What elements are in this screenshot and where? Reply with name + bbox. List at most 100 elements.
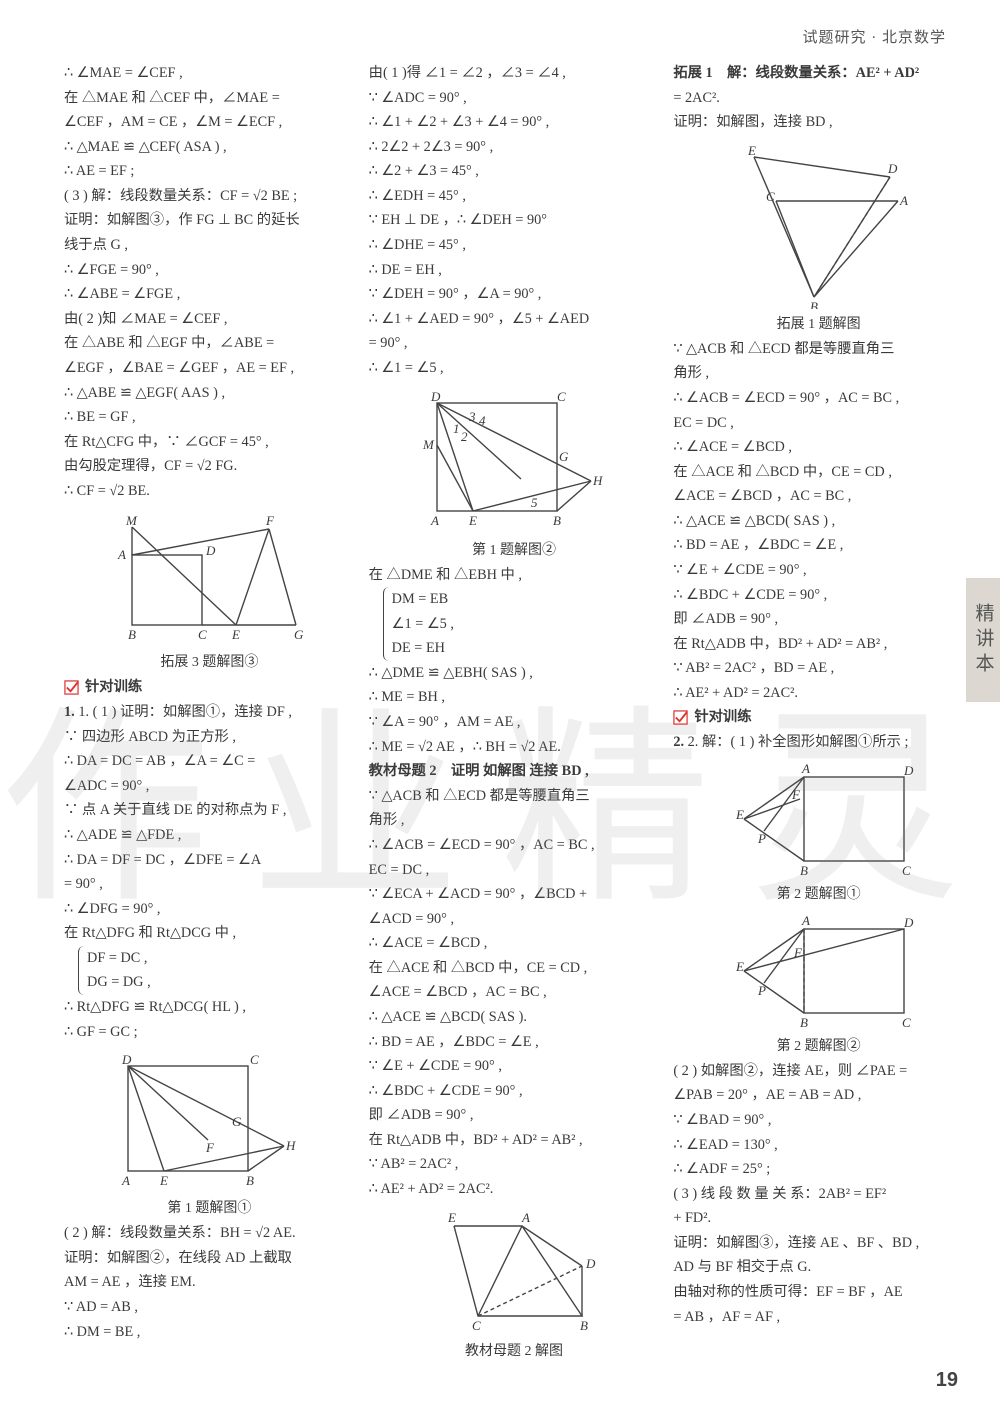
svg-text:5: 5 [531,495,538,510]
text-line: ∵ ∠DEH = 90° ，∠A = 90° , [369,282,660,307]
text-line: ∴ Rt△DFG ≌ Rt△DCG( HL ) , [64,995,355,1020]
text-line: ∴ CF = √2 BE. [64,479,355,504]
brace-group: DF = DC , DG = DG , [78,946,355,995]
text-line: ∴ ME = √2 AE ，∴ BH = √2 AE. [369,735,660,760]
figure-q2-1: A D F E P B C [714,759,924,879]
svg-text:M: M [422,437,435,452]
column-3: 拓展 1 解：线段数量关系：AE² + AD² = 2AC². 证明：如解图，连… [673,61,964,1364]
text-line: ∴ △ACE ≌ △BCD( SAS ) , [673,509,964,534]
svg-text:E: E [159,1173,168,1188]
svg-text:P: P [757,983,766,998]
text-line: ∠PAB = 20° ，AE = AB = AD , [673,1083,964,1108]
svg-text:C: C [902,1015,911,1030]
svg-text:B: B [128,627,136,642]
text-line: 角形 , [369,808,660,833]
text-line: ∴ AE = EF ; [64,159,355,184]
page: 试题研究 · 北京数学 作业精灵 精讲本 ∴ ∠MAE = ∠CEF , 在 △… [0,0,1000,1412]
svg-text:F: F [793,945,803,960]
svg-text:G: G [232,1114,242,1129]
svg-text:B: B [246,1173,254,1188]
svg-text:P: P [757,831,766,846]
text-line: ∴ △ACE ≌ △BCD( SAS ). [369,1005,660,1030]
svg-text:C: C [557,389,566,404]
text-line: 即 ∠ADB = 90° , [673,607,964,632]
text-span: 2. 解：( 1 ) 补全图形如解图①所示 ; [688,734,909,750]
text-line: 1. 1. ( 1 ) 证明：如解图①，连接 DF , [64,700,355,725]
text-line: ( 3 ) 解：线段数量关系：CF = √2 BE ; [64,184,355,209]
text-line: 证明：如解图，连接 BD , [673,110,964,135]
svg-text:D: D [903,915,914,930]
text-line: ∴ ∠ACB = ∠ECD = 90° ，AC = BC , [369,833,660,858]
section-label: 针对训练 [694,705,751,730]
text-line: ∵ ∠ECA + ∠ACD = 90° ，∠BCD + [369,882,660,907]
svg-text:E: E [735,959,744,974]
text-line: 证明：如解图③，作 FG ⊥ BC 的延长 [64,208,355,233]
text-line: = 90° , [64,872,355,897]
text-line: ∴ ∠1 + ∠2 + ∠3 + ∠4 = 90° , [369,110,660,135]
svg-text:G: G [559,449,569,464]
text-line: ∠ACD = 90° , [369,907,660,932]
figure-caption: 第 1 题解图① [64,1197,355,1221]
text-line: 在 Rt△ADB 中，BD² + AD² = AB² , [673,632,964,657]
text-line: EC = DC , [673,411,964,436]
text-line: ∴ ∠ADF = 25° ; [673,1157,964,1182]
text-line: ∴ ∠BDC + ∠CDE = 90° , [673,583,964,608]
text-line: ∴ BD = AE ，∠BDC = ∠E , [673,533,964,558]
svg-text:E: E [447,1210,456,1225]
text-line: ∴ ∠1 + ∠AED = 90° ，∠5 + ∠AED [369,307,660,332]
text-line: ∴ ∠ACB = ∠ECD = 90° ，AC = BC , [673,386,964,411]
text-line: ∵ △ACB 和 △ECD 都是等腰直角三 [369,784,660,809]
text-line: ∵ ∠ADC = 90° , [369,86,660,111]
brace-group: DM = EB ∠1 = ∠5 , DE = EH [383,587,660,661]
text-line: ∴ AE² + AD² = 2AC². [369,1177,660,1202]
text-line: ∴ ∠MAE = ∠CEF , [64,61,355,86]
figure-tuozhan3-3: M F A D B C E G [104,507,314,647]
svg-text:4: 4 [479,413,486,428]
figure-caption: 教材母题 2 解图 [369,1340,660,1364]
text-line: ∴ ∠ABE = ∠FGE , [64,282,355,307]
svg-text:2: 2 [461,429,468,444]
section-check-row: 针对训练 [64,675,355,700]
svg-text:D: D [205,543,216,558]
text-line: 由( 2 )知 ∠MAE = ∠CEF , [64,307,355,332]
text-line: ∴ ∠1 = ∠5 , [369,356,660,381]
text-line: ∵ EH ⊥ DE ，∴ ∠DEH = 90° [369,208,660,233]
svg-text:A: A [899,193,908,208]
text-line: ∵ AB² = 2AC² ，BD = AE , [673,656,964,681]
svg-text:D: D [903,763,914,778]
column-1: ∴ ∠MAE = ∠CEF , 在 △MAE 和 △CEF 中，∠MAE = ∠… [64,61,355,1364]
text-line: 在 Rt△ADB 中，BD² + AD² = AB² , [369,1128,660,1153]
svg-text:D: D [585,1256,596,1271]
svg-text:H: H [285,1138,296,1153]
side-tab: 精讲本 [966,578,1000,702]
text-line: ∴ ∠ACE = ∠BCD , [369,931,660,956]
figure-caption: 第 1 题解图② [369,539,660,563]
svg-text:1: 1 [453,421,460,436]
page-number: 19 [936,1369,958,1392]
text-line: ∴ 2∠2 + 2∠3 = 90° , [369,135,660,160]
text-line: ∠CEF ，AM = CE ，∠M = ∠ECF , [64,110,355,135]
svg-text:C: C [902,863,911,878]
svg-text:A: A [121,1173,130,1188]
figure-caption: 第 2 题解图① [673,883,964,907]
check-icon [64,680,79,695]
svg-text:G: G [294,627,304,642]
check-icon [673,710,688,725]
text-line: DF = DC , [87,946,355,971]
figure-tuozhan1: E D C A B [714,139,924,309]
text-line: ( 2 ) 如解图②，连接 AE，则 ∠PAE = [673,1059,964,1084]
svg-text:C: C [198,627,207,642]
svg-text:E: E [468,513,477,528]
svg-text:B: B [800,1015,808,1030]
text-line: AM = AE ，连接 EM. [64,1270,355,1295]
figure-caption: 第 2 题解图② [673,1035,964,1059]
text-line: 由勾股定理得，CF = √2 FG. [64,454,355,479]
text-line: ∴ GF = GC ; [64,1020,355,1045]
text-line: ∵ AB² = 2AC² , [369,1152,660,1177]
svg-text:3: 3 [468,409,476,424]
svg-text:A: A [430,513,439,528]
text-line: 在 △ACE 和 △BCD 中，CE = CD , [369,956,660,981]
text-line: 线于点 G , [64,233,355,258]
text-line: ∴ ME = BH , [369,685,660,710]
text-line: 角形 , [673,361,964,386]
